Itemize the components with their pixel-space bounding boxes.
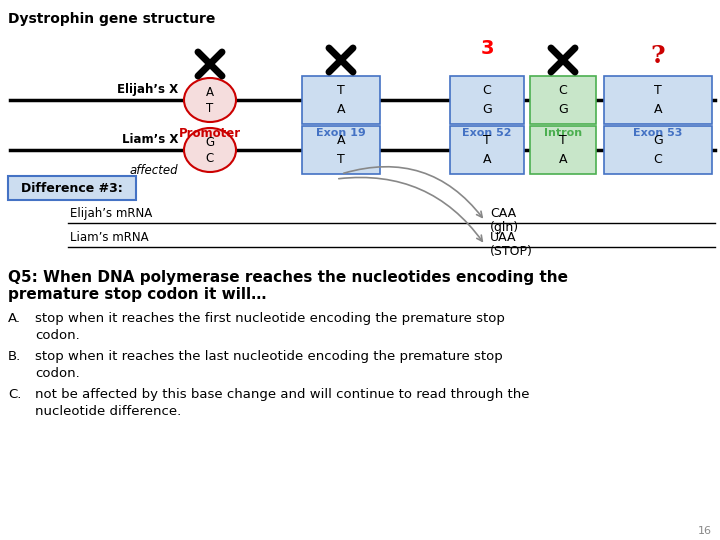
Text: affected: affected (130, 164, 178, 177)
Text: B.: B. (8, 350, 22, 363)
Text: Intron: Intron (544, 128, 582, 138)
Text: T: T (483, 134, 491, 147)
Text: C: C (559, 84, 567, 97)
Bar (530, 76, 596, 124)
Text: Dystrophin gene structure: Dystrophin gene structure (8, 12, 215, 26)
Text: codon.: codon. (35, 329, 80, 342)
Text: G: G (205, 136, 215, 148)
Bar (604, 76, 712, 124)
Bar (302, 126, 380, 174)
Text: C: C (654, 153, 662, 166)
Text: A: A (654, 103, 662, 116)
Text: C: C (206, 152, 214, 165)
Text: Exon 19: Exon 19 (316, 128, 366, 138)
Text: Exon 52: Exon 52 (462, 128, 512, 138)
Text: A: A (559, 153, 567, 166)
Text: A: A (337, 103, 346, 116)
Text: A: A (206, 85, 214, 98)
Text: Liam’s mRNA: Liam’s mRNA (70, 231, 148, 244)
Text: Liam’s X: Liam’s X (122, 133, 178, 146)
Ellipse shape (184, 128, 236, 172)
Text: Elijah’s mRNA: Elijah’s mRNA (70, 207, 152, 220)
Text: Q5: When DNA polymerase reaches the nucleotides encoding the: Q5: When DNA polymerase reaches the nucl… (8, 270, 568, 285)
Text: stop when it reaches the last nucleotide encoding the premature stop: stop when it reaches the last nucleotide… (35, 350, 503, 363)
Text: T: T (337, 153, 345, 166)
Bar (604, 126, 712, 174)
Text: ?: ? (651, 44, 665, 68)
Text: CAA: CAA (490, 207, 516, 220)
Text: Exon 53: Exon 53 (634, 128, 683, 138)
Bar (450, 126, 524, 174)
Text: premature stop codon it will…: premature stop codon it will… (8, 287, 266, 302)
Text: T: T (559, 134, 567, 147)
Bar (530, 126, 596, 174)
Text: T: T (337, 84, 345, 97)
Text: G: G (482, 103, 492, 116)
Text: Difference #3:: Difference #3: (21, 181, 123, 194)
Text: not be affected by this base change and will continue to read through the: not be affected by this base change and … (35, 388, 529, 401)
Text: G: G (653, 134, 663, 147)
Text: C: C (482, 84, 491, 97)
Text: G: G (558, 103, 568, 116)
Text: 3: 3 (480, 38, 494, 57)
Text: nucleotide difference.: nucleotide difference. (35, 405, 181, 418)
Bar (302, 76, 380, 124)
Ellipse shape (184, 78, 236, 122)
Bar (450, 76, 524, 124)
Text: codon.: codon. (35, 367, 80, 380)
Text: Elijah’s X: Elijah’s X (117, 83, 178, 96)
Text: A: A (482, 153, 491, 166)
Text: (gln): (gln) (490, 221, 519, 234)
Bar (8, 176, 136, 200)
Text: A: A (337, 134, 346, 147)
FancyArrowPatch shape (343, 167, 482, 217)
Text: C.: C. (8, 388, 22, 401)
Text: T: T (207, 102, 214, 114)
Text: UAA: UAA (490, 231, 516, 244)
Text: (STOP): (STOP) (490, 245, 533, 258)
FancyArrowPatch shape (338, 178, 482, 241)
Text: T: T (654, 84, 662, 97)
Text: A.: A. (8, 312, 21, 325)
Text: stop when it reaches the first nucleotide encoding the premature stop: stop when it reaches the first nucleotid… (35, 312, 505, 325)
Text: 16: 16 (698, 526, 712, 536)
Text: Promoter: Promoter (179, 127, 241, 140)
